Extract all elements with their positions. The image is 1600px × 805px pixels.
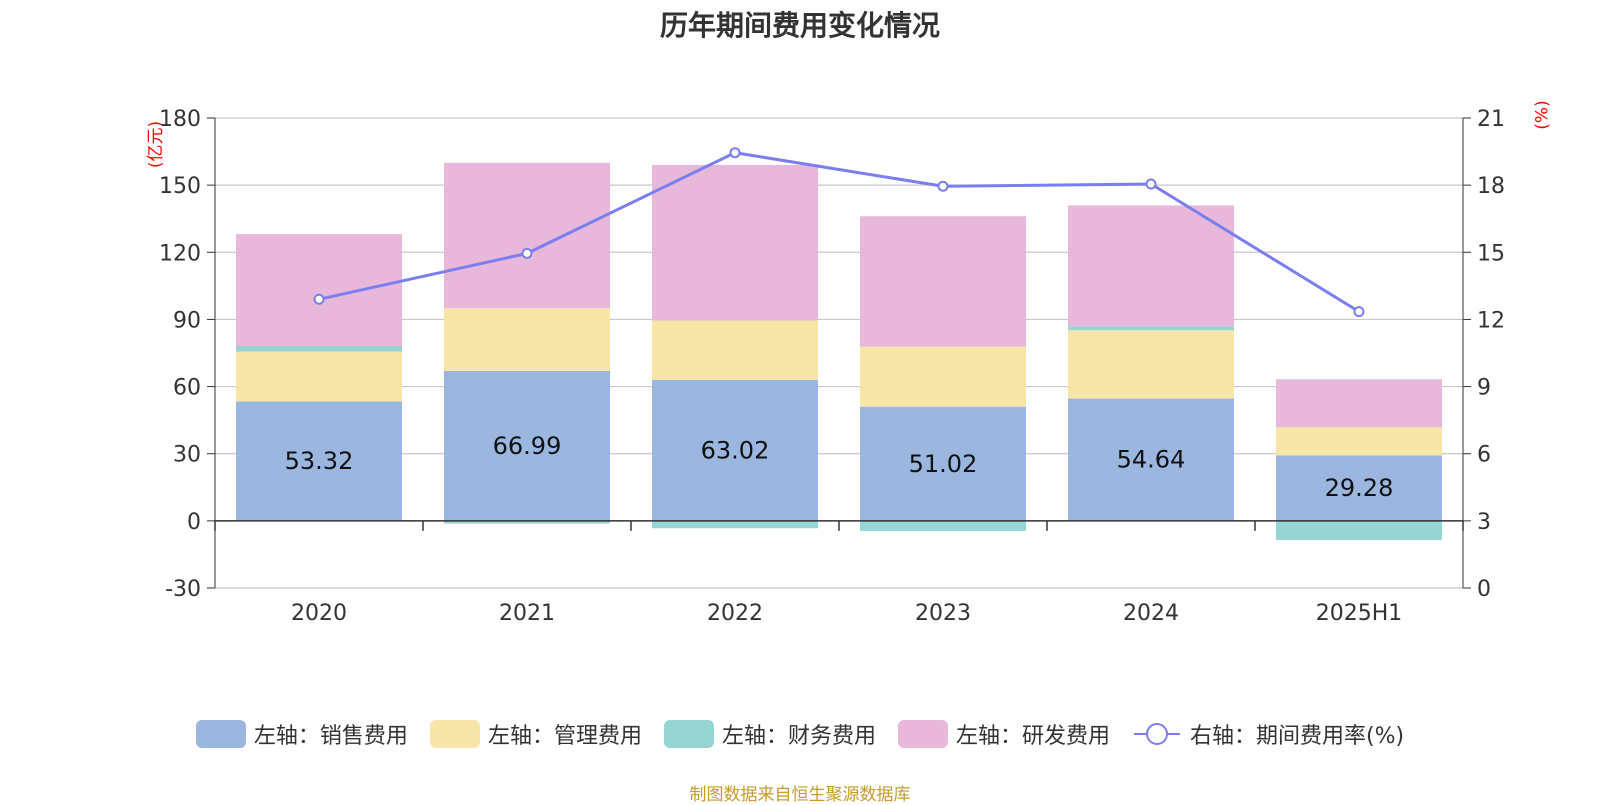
rate-line — [318, 151, 1360, 313]
bar-segment-s2-2022 — [652, 520, 818, 529]
bar-data-label: 29.28 — [1325, 474, 1394, 502]
legend-item-sales[interactable]: 左轴：销售费用 — [195, 718, 408, 750]
legend-label-sales: 左轴：销售费用 — [253, 724, 408, 749]
right-axis-tick-label: 18 — [1477, 174, 1505, 199]
bar-segment-s1-2021 — [444, 308, 610, 371]
bar-segment-s3-2024 — [1068, 205, 1234, 327]
right-axis-tick-label: 15 — [1477, 241, 1505, 266]
x-axis-tick-label: 2022 — [707, 601, 763, 626]
legend-label-finance: 左轴：财务费用 — [721, 724, 876, 749]
bar-segment-s0-2020 — [236, 401, 402, 521]
rate-point-2022 — [729, 147, 741, 159]
chart-plot-area: -30 0 30 60 90 120 150 180 0 3 6 9 12 15 18 21 53.32 2020… — [159, 107, 1505, 626]
x-axis-tick-label: 2020 — [291, 601, 347, 626]
bar-segment-s2-2020 — [236, 346, 402, 352]
bar-segment-s3-2022 — [652, 164, 818, 321]
legend-label-rnd: 左轴：研发费用 — [955, 724, 1110, 749]
left-axis-tick-label: 0 — [187, 510, 201, 535]
legend-line-marker-icon — [1133, 723, 1180, 745]
bar-segment-s2-2025H1 — [1276, 520, 1442, 540]
left-axis-tick-label: 120 — [159, 241, 201, 266]
left-axis-tick-label: -30 — [165, 577, 201, 602]
legend-swatch-rnd — [897, 720, 948, 748]
legend-item-rate[interactable]: 右轴：期间费用率(%) — [1132, 718, 1404, 750]
bar-segment-s0-2022 — [652, 379, 818, 521]
right-axis-tick-label: 9 — [1477, 376, 1491, 401]
bar-segment-s0-2021 — [444, 370, 610, 521]
legend-item-finance[interactable]: 左轴：财务费用 — [663, 718, 876, 750]
left-axis-tick-label: 180 — [159, 107, 201, 132]
bar-segment-s1-2020 — [236, 351, 402, 402]
right-axis-tick-label: 6 — [1477, 443, 1491, 468]
legend-label-rate: 右轴：期间费用率(%) — [1189, 724, 1405, 749]
bar-data-label: 51.02 — [909, 450, 978, 478]
x-axis-tick-label: 2025H1 — [1316, 601, 1403, 626]
chart-title: 历年期间费用变化情况 — [659, 9, 940, 42]
chart-legend: 左轴：销售费用 左轴：管理费用 左轴：财务费用 左轴：研发费用 右轴：期间费用率… — [0, 718, 1600, 750]
x-axis-tick-label: 2023 — [915, 601, 971, 626]
legend-swatch-sales — [195, 720, 246, 748]
left-axis-tick-label: 30 — [173, 443, 201, 468]
rate-point-2024 — [1145, 178, 1157, 190]
bar-segment-s0-2025H1 — [1276, 455, 1442, 521]
legend-label-admin: 左轴：管理费用 — [487, 724, 642, 749]
bar-segment-s1-2025H1 — [1276, 427, 1442, 456]
rate-point-2021 — [521, 247, 533, 259]
bar-data-label: 63.02 — [701, 436, 770, 464]
bar-segment-s2-2024 — [1068, 326, 1234, 331]
left-axis-tick-label: 150 — [159, 174, 201, 199]
x-axis-tick-label: 2021 — [499, 601, 555, 626]
left-axis-tick-label: 60 — [173, 376, 201, 401]
right-axis-tick-label: 21 — [1477, 107, 1505, 132]
rate-point-2023 — [937, 180, 949, 192]
bar-data-label: 54.64 — [1117, 446, 1186, 474]
right-axis-tick-label: 0 — [1477, 577, 1491, 602]
legend-swatch-admin — [429, 720, 480, 748]
bar-segment-s3-2020 — [236, 234, 402, 347]
data-source-note: 制图数据来自恒生聚源数据库 — [689, 785, 911, 805]
bar-segment-s2-2023 — [860, 520, 1026, 531]
bar-segment-s3-2021 — [444, 162, 610, 309]
bar-segment-s1-2022 — [652, 320, 818, 380]
left-axis-tick-label: 90 — [173, 308, 201, 333]
legend-item-admin[interactable]: 左轴：管理费用 — [429, 718, 642, 750]
rate-point-2020 — [313, 293, 325, 305]
bar-data-label: 53.32 — [285, 447, 354, 475]
bar-segment-s3-2025H1 — [1276, 379, 1442, 428]
right-axis-tick-label: 3 — [1477, 510, 1491, 535]
bar-segment-s2-2021 — [444, 520, 610, 524]
rate-point-2025H1 — [1353, 306, 1365, 318]
right-axis-tick-label: 12 — [1477, 308, 1505, 333]
bar-segment-s0-2024 — [1068, 398, 1234, 521]
bar-data-label: 66.99 — [493, 432, 562, 460]
bar-segment-s0-2023 — [860, 406, 1026, 521]
bar-segment-s3-2023 — [860, 216, 1026, 347]
legend-item-rnd[interactable]: 左轴：研发费用 — [897, 718, 1110, 750]
legend-swatch-finance — [663, 720, 714, 748]
bar-segment-s1-2024 — [1068, 330, 1234, 399]
bar-segment-s1-2023 — [860, 346, 1026, 407]
x-axis-tick-label: 2024 — [1123, 601, 1179, 626]
